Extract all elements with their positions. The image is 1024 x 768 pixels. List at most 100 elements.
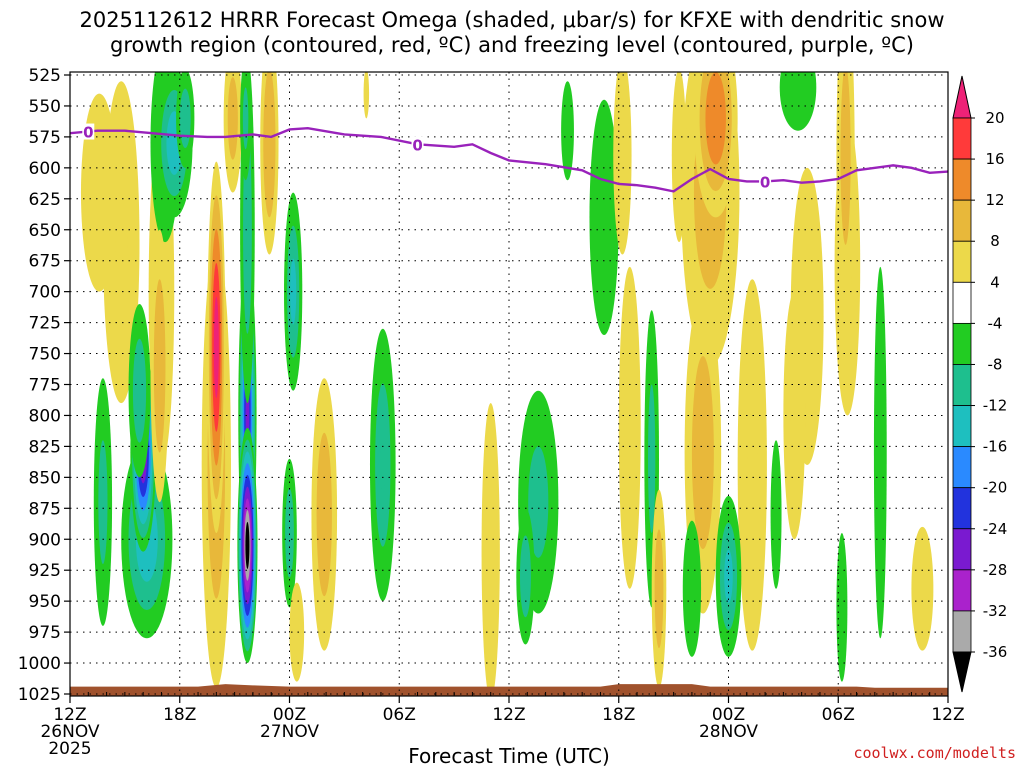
omega-cell bbox=[284, 192, 303, 391]
omega-cell bbox=[80, 93, 118, 292]
y-tick-label: 825 bbox=[29, 437, 61, 457]
y-tick-label: 1000 bbox=[18, 654, 61, 674]
omega-band bbox=[597, 166, 611, 268]
omega-band bbox=[790, 374, 799, 457]
omega-band bbox=[918, 568, 927, 610]
y-tick-label: 675 bbox=[29, 252, 61, 272]
colorbar-label: -32 bbox=[983, 602, 1008, 620]
omega-band bbox=[288, 518, 291, 548]
y-tick-label: 550 bbox=[29, 97, 61, 117]
omega-cell bbox=[783, 291, 806, 540]
omega-band bbox=[648, 384, 656, 534]
y-tick-label: 600 bbox=[29, 159, 61, 179]
omega-band bbox=[137, 373, 142, 409]
y-tick-label: 575 bbox=[29, 128, 61, 148]
omega-cell bbox=[715, 495, 742, 657]
x-tick-label: 18Z bbox=[602, 705, 635, 725]
x-tick-label: 06Z bbox=[383, 705, 416, 725]
y-axis: 525 550 575 600 625 650 675 700 725 750 775 800 825 8… bbox=[18, 66, 70, 705]
colorbar-label: -12 bbox=[983, 397, 1008, 415]
colorbar-label: -36 bbox=[983, 643, 1008, 661]
colorbar-label: -24 bbox=[983, 520, 1008, 538]
omega-cell bbox=[363, 72, 370, 119]
omega-cell bbox=[561, 81, 574, 181]
omega-cell bbox=[260, 72, 279, 255]
omega-band bbox=[844, 136, 847, 175]
omega-band bbox=[676, 126, 682, 185]
y-tick-label: 525 bbox=[29, 66, 61, 86]
grid-lines bbox=[69, 72, 949, 696]
x-tick-label: 00Z bbox=[273, 705, 306, 725]
colorbar-bottom-arrow bbox=[952, 651, 972, 693]
omega-band bbox=[365, 85, 368, 102]
x-tick-label: 12Z bbox=[931, 705, 964, 725]
y-tick-label: 775 bbox=[29, 376, 61, 396]
omega-band bbox=[157, 328, 163, 404]
freezing-level-label-bg bbox=[82, 123, 95, 140]
x-tick-label: 18Z bbox=[163, 705, 196, 725]
omega-cell bbox=[613, 72, 632, 255]
colorbar-label: 16 bbox=[985, 150, 1004, 168]
colorbar-label: -16 bbox=[983, 438, 1008, 456]
y-tick-label: 925 bbox=[29, 561, 61, 581]
omega-cell bbox=[682, 520, 702, 657]
omega-cell bbox=[481, 403, 500, 696]
colorbar-top-arrow bbox=[952, 75, 972, 119]
colorbar-label: 20 bbox=[985, 109, 1004, 127]
colorbar-label: 4 bbox=[990, 273, 1000, 291]
colorbar-label: 12 bbox=[985, 191, 1004, 209]
colorbar-label: -28 bbox=[983, 561, 1008, 579]
chart-title-line1: 2025112612 HRRR Forecast Omega (shaded, … bbox=[79, 8, 945, 32]
omega-band bbox=[95, 172, 103, 213]
omega-band bbox=[877, 373, 884, 533]
omega-cell bbox=[93, 378, 113, 626]
omega-band bbox=[245, 195, 249, 265]
colorbar-band bbox=[952, 405, 972, 448]
y-tick-label: 950 bbox=[29, 592, 61, 612]
colorbar-band bbox=[952, 281, 972, 324]
omega-cell bbox=[223, 72, 242, 193]
omega-cell bbox=[237, 427, 258, 664]
colorbar-band bbox=[952, 199, 972, 242]
omega-band bbox=[98, 440, 108, 565]
omega-cell bbox=[836, 72, 855, 317]
x-axis-label: Forecast Time (UTC) bbox=[408, 744, 610, 768]
omega-band bbox=[246, 531, 249, 560]
x-tick-label: 00Z bbox=[712, 705, 745, 725]
omega-band bbox=[242, 87, 249, 150]
omega-band bbox=[246, 396, 249, 435]
y-tick-label: 700 bbox=[29, 283, 61, 303]
freezing-level-contour: 0 0 0 bbox=[70, 123, 948, 193]
colorbar-band bbox=[952, 158, 972, 201]
colorbar-band bbox=[952, 569, 972, 612]
omega-band bbox=[711, 98, 721, 139]
omega-band bbox=[183, 108, 188, 129]
omega-band bbox=[115, 188, 128, 296]
omega-band bbox=[839, 575, 845, 640]
colorbar-band bbox=[952, 528, 972, 571]
x-tick-label: 12Z bbox=[53, 705, 86, 725]
y-tick-label: 1025 bbox=[18, 685, 61, 705]
chart-title-line2: growth region (contoured, red, ºC) and f… bbox=[110, 33, 914, 57]
omega-band bbox=[747, 403, 758, 527]
colorbar-band bbox=[952, 322, 972, 365]
x-tick-label: 06Z bbox=[822, 705, 855, 725]
y-tick-label: 650 bbox=[29, 221, 61, 241]
omega-band bbox=[321, 487, 327, 542]
omega-band bbox=[171, 132, 177, 154]
omega-band bbox=[688, 566, 695, 612]
y-tick-label: 625 bbox=[29, 190, 61, 210]
omega-band bbox=[699, 420, 707, 485]
omega-cell bbox=[836, 533, 848, 682]
omega-band bbox=[266, 105, 273, 181]
omega-cell bbox=[873, 266, 887, 639]
y-tick-label: 875 bbox=[29, 499, 61, 519]
omega-cell bbox=[737, 279, 767, 651]
y-tick-label: 850 bbox=[29, 468, 61, 488]
omega-cell bbox=[618, 266, 641, 589]
freezing-level-line bbox=[70, 127, 948, 193]
omega-cell bbox=[207, 161, 226, 534]
omega-band bbox=[724, 549, 733, 604]
